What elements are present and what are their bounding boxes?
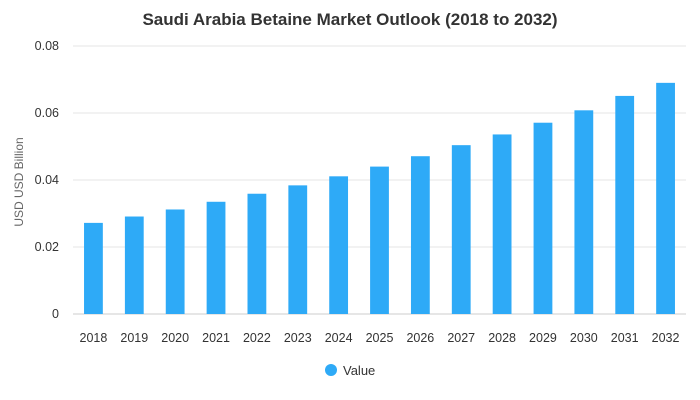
bar-2029[interactable]	[533, 122, 553, 314]
y-tick-label: 0.06	[35, 106, 59, 120]
x-tick-label: 2022	[243, 331, 271, 345]
y-tick-label: 0.02	[35, 240, 59, 254]
x-tick-label: 2020	[161, 331, 189, 345]
bar-2021[interactable]	[206, 201, 226, 314]
bar-2028[interactable]	[492, 134, 512, 314]
x-tick-label: 2027	[447, 331, 475, 345]
y-tick-label: 0	[52, 307, 59, 321]
bar-2031[interactable]	[615, 95, 635, 314]
bar-2030[interactable]	[574, 110, 594, 314]
x-tick-label: 2028	[488, 331, 516, 345]
x-tick-label: 2025	[366, 331, 394, 345]
bar-2023[interactable]	[288, 185, 308, 314]
bars	[84, 82, 675, 314]
legend[interactable]: Value	[325, 363, 375, 378]
bar-2020[interactable]	[165, 209, 185, 314]
x-axis-ticks: 2018 2019 2020 2021 2022 2023 2024 2025 2026 2027…	[80, 331, 680, 345]
legend-swatch-value	[325, 364, 337, 376]
bar-2022[interactable]	[247, 193, 267, 314]
bar-2019[interactable]	[124, 216, 144, 314]
x-tick-label: 2024	[325, 331, 353, 345]
x-tick-label: 2021	[202, 331, 230, 345]
x-tick-label: 2031	[611, 331, 639, 345]
x-tick-label: 2023	[284, 331, 312, 345]
x-tick-label: 2019	[120, 331, 148, 345]
x-tick-label: 2026	[406, 331, 434, 345]
y-axis-ticks: 0 0.02 0.04 0.06 0.08	[35, 39, 59, 321]
x-tick-label: 2032	[652, 331, 680, 345]
y-tick-label: 0.04	[35, 173, 59, 187]
x-tick-label: 2018	[80, 331, 108, 345]
bar-2027[interactable]	[451, 145, 471, 314]
bar-2024[interactable]	[329, 176, 349, 314]
bar-2026[interactable]	[410, 156, 430, 314]
y-axis-label: USD USD Billion	[12, 137, 26, 226]
legend-label-value: Value	[343, 363, 375, 378]
bar-2025[interactable]	[370, 166, 389, 314]
x-tick-label: 2030	[570, 331, 598, 345]
x-tick-label: 2029	[529, 331, 557, 345]
bar-2032[interactable]	[656, 82, 675, 314]
y-tick-label: 0.08	[35, 39, 59, 53]
bar-2018[interactable]	[84, 222, 103, 314]
chart-title: Saudi Arabia Betaine Market Outlook (201…	[142, 10, 557, 29]
